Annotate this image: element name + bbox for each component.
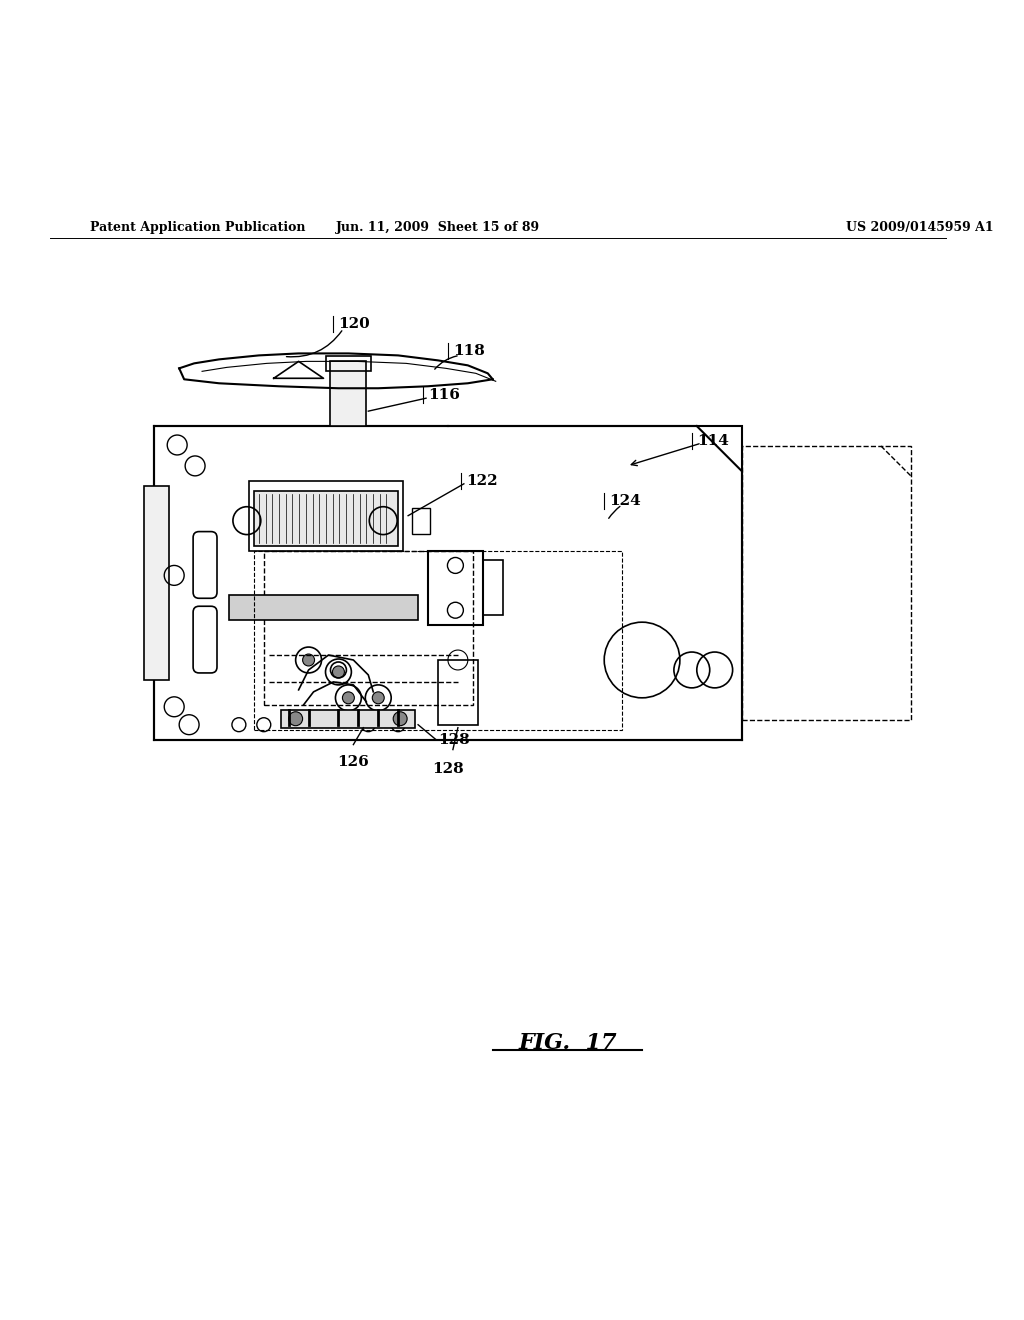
Text: 128: 128 (438, 733, 470, 747)
Bar (254, 550, 623, 730)
Bar (155, 426, 741, 739)
Bar (438, 660, 478, 725)
Circle shape (303, 653, 314, 667)
Bar (254, 491, 398, 545)
Circle shape (333, 667, 344, 678)
Bar (412, 508, 430, 533)
Text: 118: 118 (453, 345, 484, 359)
Bar (281, 710, 415, 727)
Bar (428, 550, 482, 626)
Circle shape (289, 711, 303, 726)
Text: US 2009/0145959 A1: US 2009/0145959 A1 (846, 222, 993, 235)
Text: Jun. 11, 2009  Sheet 15 of 89: Jun. 11, 2009 Sheet 15 of 89 (336, 222, 540, 235)
Bar (326, 356, 372, 371)
Bar (331, 362, 367, 426)
Circle shape (342, 692, 354, 704)
Text: 120: 120 (339, 317, 371, 330)
Bar (482, 561, 503, 615)
Text: FIG.  17: FIG. 17 (518, 1032, 616, 1055)
Bar (741, 446, 910, 719)
Text: 124: 124 (609, 494, 641, 508)
Text: 116: 116 (428, 388, 460, 403)
Bar (144, 486, 169, 680)
Text: 122: 122 (466, 474, 498, 488)
Circle shape (393, 711, 408, 726)
Text: Patent Application Publication: Patent Application Publication (89, 222, 305, 235)
Text: 128: 128 (432, 762, 464, 776)
Bar (264, 550, 473, 705)
Text: 126: 126 (338, 755, 370, 768)
Bar (249, 480, 403, 550)
Circle shape (373, 692, 384, 704)
Bar (229, 595, 418, 620)
Text: 114: 114 (696, 434, 729, 447)
